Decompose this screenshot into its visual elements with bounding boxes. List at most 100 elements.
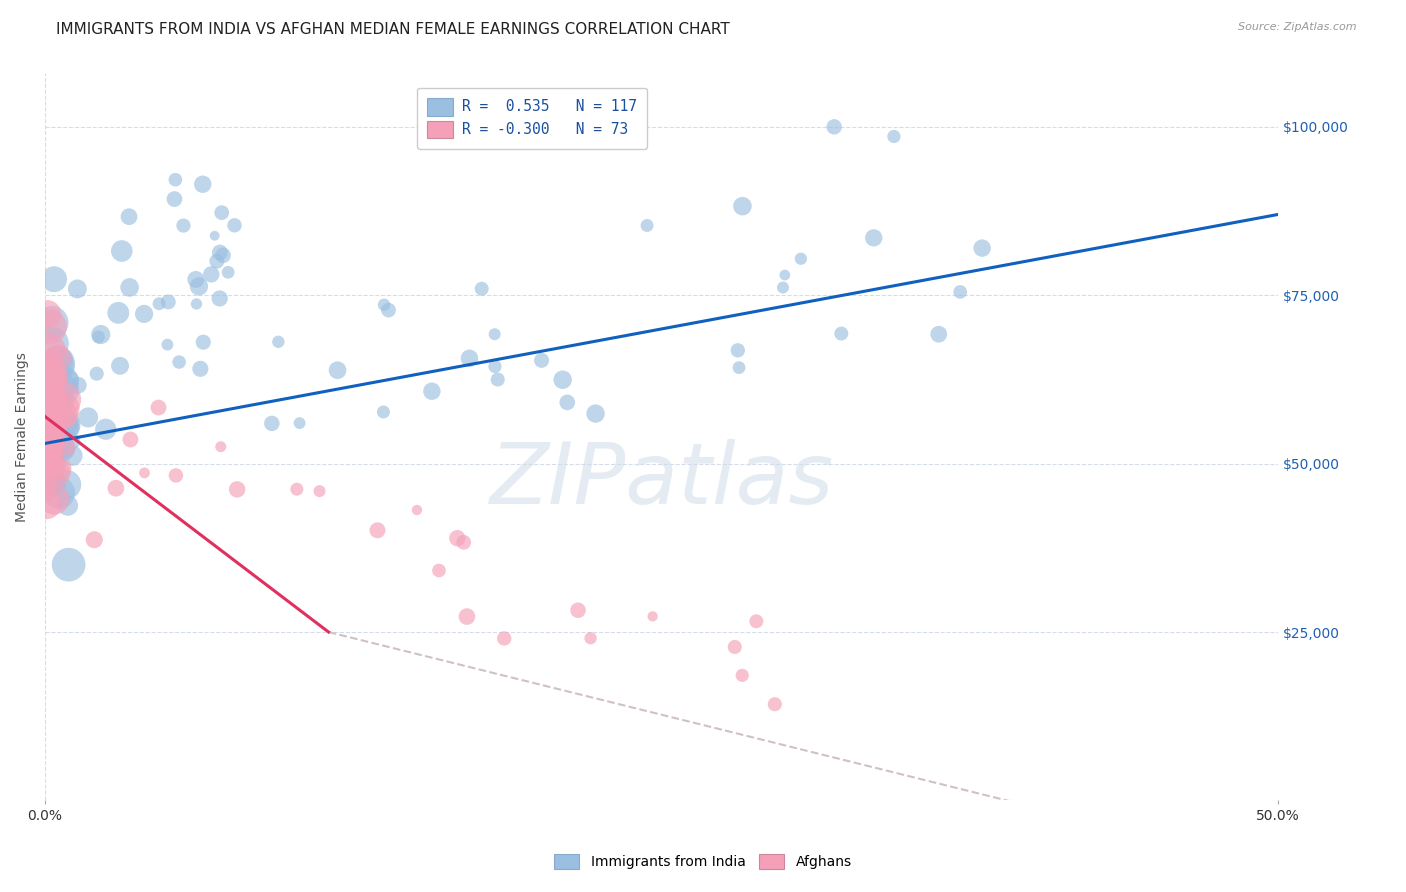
Point (51, 352, 73, 367)
Point (862, 231, 884, 245)
Point (38, 387, 60, 401)
Point (41, 436, 63, 450)
Point (45, 367, 67, 381)
Point (427, 564, 450, 578)
Point (471, 282, 494, 296)
Point (44, 385, 66, 400)
Point (42, 439, 65, 453)
Point (458, 351, 481, 366)
Point (377, 303, 399, 318)
Point (188, 279, 211, 293)
Point (51, 392, 73, 407)
Point (731, 199, 754, 213)
Point (37, 374, 59, 388)
Point (53, 409, 76, 423)
Point (48, 401, 70, 415)
Point (38, 320, 60, 334)
Point (48, 412, 70, 426)
Point (120, 433, 142, 447)
Point (288, 416, 311, 430)
Point (790, 252, 813, 266)
Point (42, 370, 65, 384)
Point (45, 475, 67, 490)
Point (39, 409, 62, 424)
Point (208, 292, 231, 306)
Point (724, 640, 747, 654)
Point (41, 336, 63, 351)
Point (46, 417, 69, 432)
Point (373, 405, 395, 419)
Point (830, 326, 852, 341)
Point (37, 432, 59, 446)
Point (484, 359, 506, 374)
Point (551, 373, 574, 387)
Point (39, 407, 62, 421)
Point (530, 353, 553, 368)
Point (45, 407, 67, 421)
Point (35, 444, 58, 458)
Point (38, 397, 60, 411)
Point (44, 438, 66, 452)
Point (167, 355, 190, 369)
Point (35, 454, 58, 468)
Point (37, 411, 59, 425)
Point (772, 280, 794, 294)
Point (157, 294, 180, 309)
Point (456, 609, 478, 624)
Point (641, 609, 664, 624)
Point (52, 417, 75, 432)
Point (42, 389, 65, 403)
Point (35, 497, 58, 511)
Point (326, 363, 349, 377)
Point (48, 485, 70, 500)
Legend: R =  0.535   N = 117, R = -0.300   N = 73: R = 0.535 N = 117, R = -0.300 N = 73 (416, 87, 647, 149)
Point (39, 406, 62, 420)
Point (94, 422, 117, 436)
Point (48, 355, 70, 369)
Point (35, 409, 58, 424)
Text: Source: ZipAtlas.com: Source: ZipAtlas.com (1239, 22, 1357, 32)
Point (486, 372, 509, 386)
Point (77, 410, 100, 425)
Point (38, 356, 60, 370)
Point (763, 697, 786, 711)
Point (773, 268, 796, 282)
Point (212, 248, 235, 262)
Point (728, 360, 751, 375)
Point (52, 415, 75, 429)
Point (44, 466, 66, 480)
Point (38, 417, 60, 432)
Point (45, 410, 67, 425)
Point (165, 468, 187, 483)
Point (209, 440, 232, 454)
Point (41, 316, 63, 330)
Point (567, 603, 589, 617)
Point (494, 632, 516, 646)
Point (267, 334, 290, 349)
Point (928, 327, 950, 342)
Point (41, 397, 63, 411)
Point (204, 228, 226, 243)
Point (420, 384, 443, 399)
Point (42, 386, 65, 401)
Point (260, 417, 283, 431)
Point (823, 120, 845, 134)
Point (66, 282, 89, 296)
Point (148, 297, 170, 311)
Point (53, 418, 76, 433)
Point (37, 434, 59, 448)
Point (45, 434, 67, 449)
Point (38, 415, 60, 429)
Point (883, 129, 905, 144)
Point (118, 210, 141, 224)
Point (579, 631, 602, 645)
Point (224, 219, 246, 233)
Point (37, 442, 59, 457)
Point (44, 411, 66, 425)
Point (45, 406, 67, 420)
Point (35, 440, 58, 454)
Point (60, 434, 83, 449)
Point (52, 375, 75, 389)
Point (39, 434, 62, 448)
Point (51, 440, 73, 454)
